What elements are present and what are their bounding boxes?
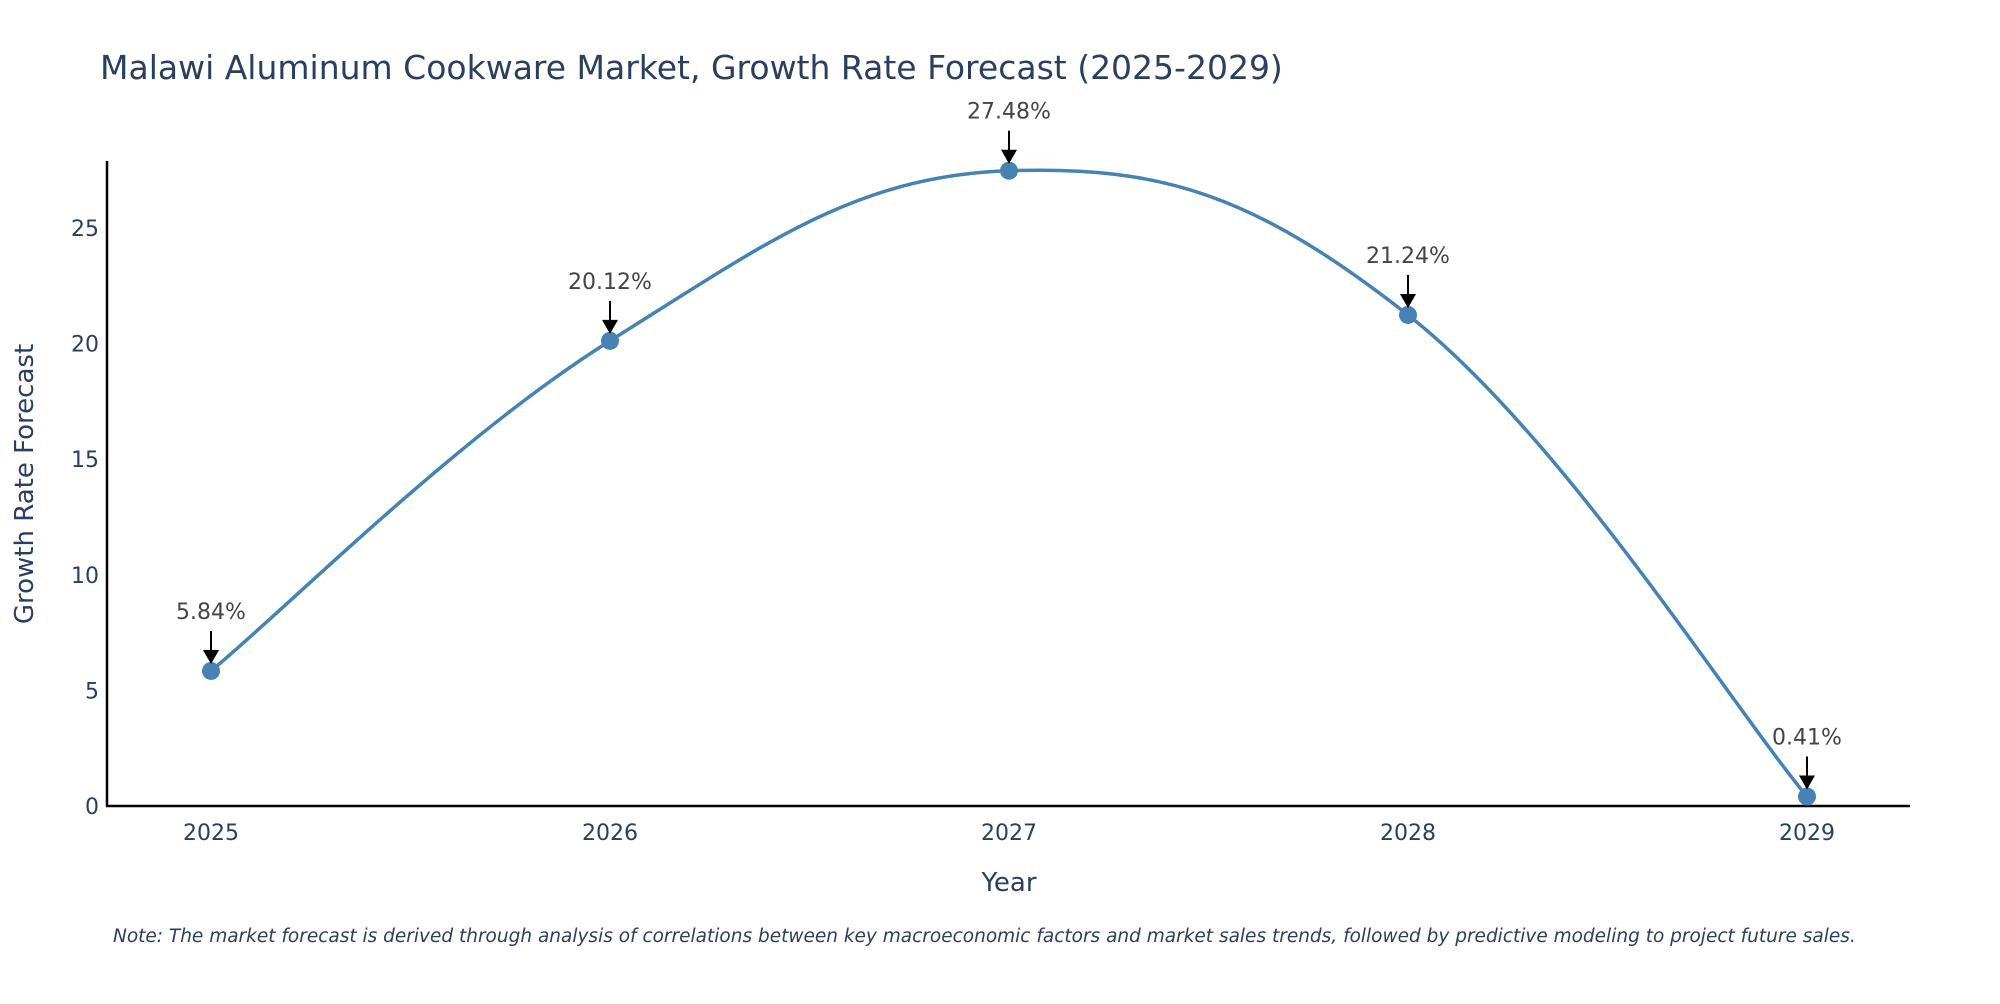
chart-title: Malawi Aluminum Cookware Market, Growth … <box>100 48 1283 87</box>
x-tick-labels: 2025 2026 2027 2028 2029 <box>183 821 1835 846</box>
data-point-2028 <box>1399 305 1417 324</box>
x-tick-label: 2029 <box>1779 821 1835 846</box>
data-label: 20.12% <box>568 270 652 295</box>
annotation-arrow-head <box>1001 149 1017 164</box>
data-point-2027 <box>1000 161 1018 180</box>
data-labels: 5.84% 20.12% 27.48% 21.24% 0.41% <box>176 100 1842 790</box>
x-tick-label: 2026 <box>582 821 638 846</box>
data-label: 0.41% <box>1772 726 1842 751</box>
annotation-2027: 27.48% <box>967 100 1051 164</box>
annotation-arrow-head <box>1799 775 1815 790</box>
annotation-2026: 20.12% <box>568 270 652 334</box>
x-tick-label: 2028 <box>1380 821 1436 846</box>
data-points <box>202 161 1816 806</box>
annotation-arrow-head <box>602 319 618 334</box>
x-tick-label: 2027 <box>981 821 1037 846</box>
series-line-growth-rate <box>209 168 1809 799</box>
data-point-2026 <box>601 331 619 350</box>
annotation-arrow-head <box>1400 293 1416 308</box>
data-label: 27.48% <box>967 100 1051 125</box>
x-axis-title: Year <box>980 868 1036 898</box>
y-tick-labels: 0 5 10 15 20 25 <box>71 217 99 820</box>
axes <box>105 161 1910 808</box>
annotation-2028: 21.24% <box>1366 244 1450 308</box>
data-point-2025 <box>202 661 220 680</box>
y-axis-title: Growth Rate Forecast <box>10 344 40 624</box>
y-tick-label: 15 <box>71 448 99 473</box>
x-tick-label: 2025 <box>183 821 239 846</box>
annotation-2029: 0.41% <box>1772 726 1842 790</box>
data-label: 5.84% <box>176 600 246 625</box>
y-tick-label: 20 <box>71 333 99 358</box>
y-tick-label: 0 <box>85 795 99 820</box>
data-point-2029 <box>1798 787 1816 806</box>
y-tick-label: 5 <box>85 679 99 704</box>
annotation-2025: 5.84% <box>176 600 246 664</box>
annotation-arrow-head <box>203 649 219 664</box>
y-tick-label: 25 <box>71 217 99 242</box>
data-label: 21.24% <box>1366 244 1450 269</box>
y-tick-label: 10 <box>71 564 99 589</box>
chart-note: Note: The market forecast is derived thr… <box>113 926 1856 947</box>
